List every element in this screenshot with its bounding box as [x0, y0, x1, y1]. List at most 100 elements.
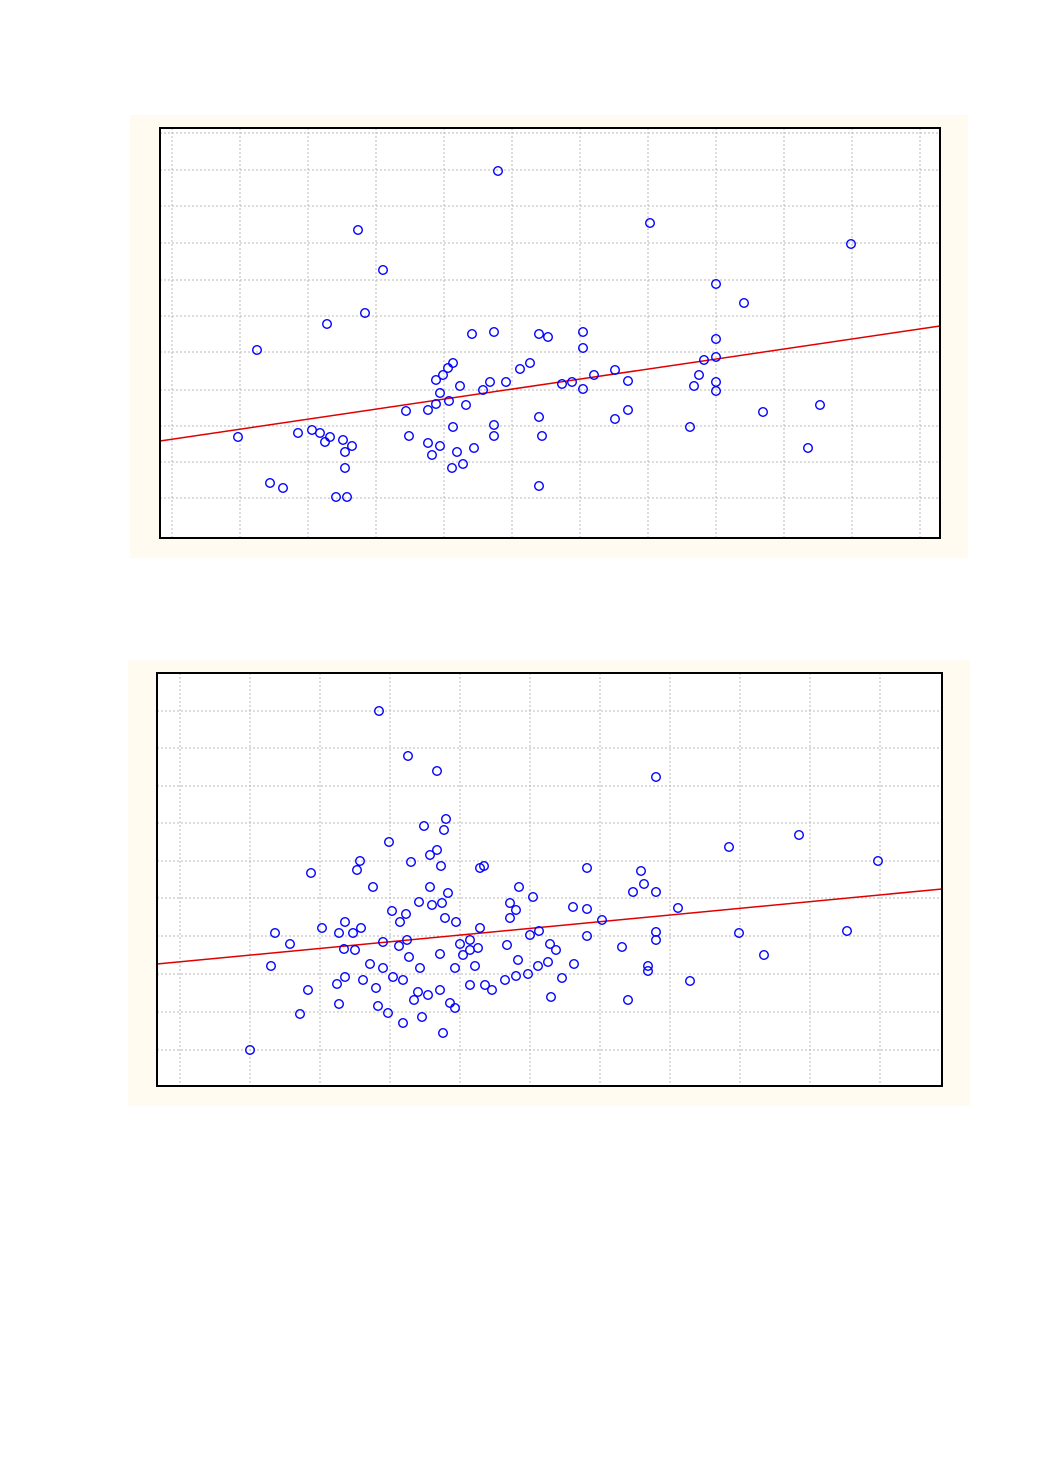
point [404, 431, 415, 442]
point [320, 437, 331, 448]
point [450, 1003, 461, 1014]
point [525, 358, 536, 369]
point [340, 917, 351, 928]
point [353, 224, 364, 235]
point [711, 279, 722, 290]
point [278, 483, 289, 494]
point [340, 447, 351, 458]
point [417, 1012, 428, 1023]
point [365, 959, 376, 970]
point [342, 492, 353, 503]
point [437, 898, 448, 909]
point [557, 973, 568, 984]
point [303, 985, 314, 996]
point [322, 319, 333, 330]
point [423, 405, 434, 416]
point [724, 842, 735, 853]
point [435, 388, 446, 399]
point [450, 963, 461, 974]
point [500, 975, 511, 986]
point [409, 995, 420, 1006]
point [628, 887, 639, 898]
point [348, 928, 359, 939]
point [358, 975, 369, 986]
point [534, 481, 545, 492]
point [759, 950, 770, 961]
point [438, 370, 449, 381]
point [578, 327, 589, 338]
point [436, 861, 447, 872]
point [651, 772, 662, 783]
point [514, 882, 525, 893]
point [431, 375, 442, 386]
point [356, 923, 367, 934]
point [479, 861, 490, 872]
point [441, 814, 452, 825]
point [423, 438, 434, 449]
point [387, 906, 398, 917]
point [794, 830, 805, 841]
point [432, 766, 443, 777]
point [383, 1008, 394, 1019]
point [347, 441, 358, 452]
point [873, 856, 884, 867]
point [534, 329, 545, 340]
point [643, 961, 654, 972]
point [597, 915, 608, 926]
point [427, 900, 438, 911]
point [610, 365, 621, 376]
point [455, 939, 466, 950]
point [402, 935, 413, 946]
point [419, 821, 430, 832]
point [545, 939, 556, 950]
point [511, 971, 522, 982]
point [448, 358, 459, 369]
point [331, 492, 342, 503]
point [404, 952, 415, 963]
point [251, 345, 262, 356]
point [475, 923, 486, 934]
point [651, 887, 662, 898]
point [651, 935, 662, 946]
point [325, 432, 336, 443]
point [431, 399, 442, 410]
point [505, 913, 516, 924]
point [355, 856, 366, 867]
point [489, 431, 500, 442]
point [427, 450, 438, 461]
point [306, 868, 317, 879]
point [685, 422, 696, 433]
point [444, 396, 455, 407]
point [568, 902, 579, 913]
point [425, 882, 436, 893]
point [435, 949, 446, 960]
point [533, 961, 544, 972]
point [447, 463, 458, 474]
point [711, 386, 722, 397]
point [610, 414, 621, 425]
point [511, 905, 522, 916]
point [699, 355, 710, 366]
point [582, 904, 593, 915]
point [414, 897, 425, 908]
point [394, 941, 405, 952]
point [485, 377, 496, 388]
point [643, 966, 654, 977]
point [448, 422, 459, 433]
point [842, 926, 853, 937]
point [557, 379, 568, 390]
point [470, 961, 481, 972]
point [371, 983, 382, 994]
point [360, 308, 371, 319]
point [528, 892, 539, 903]
point [378, 963, 389, 974]
point [617, 942, 628, 953]
point [469, 443, 480, 454]
point [569, 959, 580, 970]
point [694, 370, 705, 381]
point [465, 935, 476, 946]
point [803, 443, 814, 454]
point [815, 400, 826, 411]
